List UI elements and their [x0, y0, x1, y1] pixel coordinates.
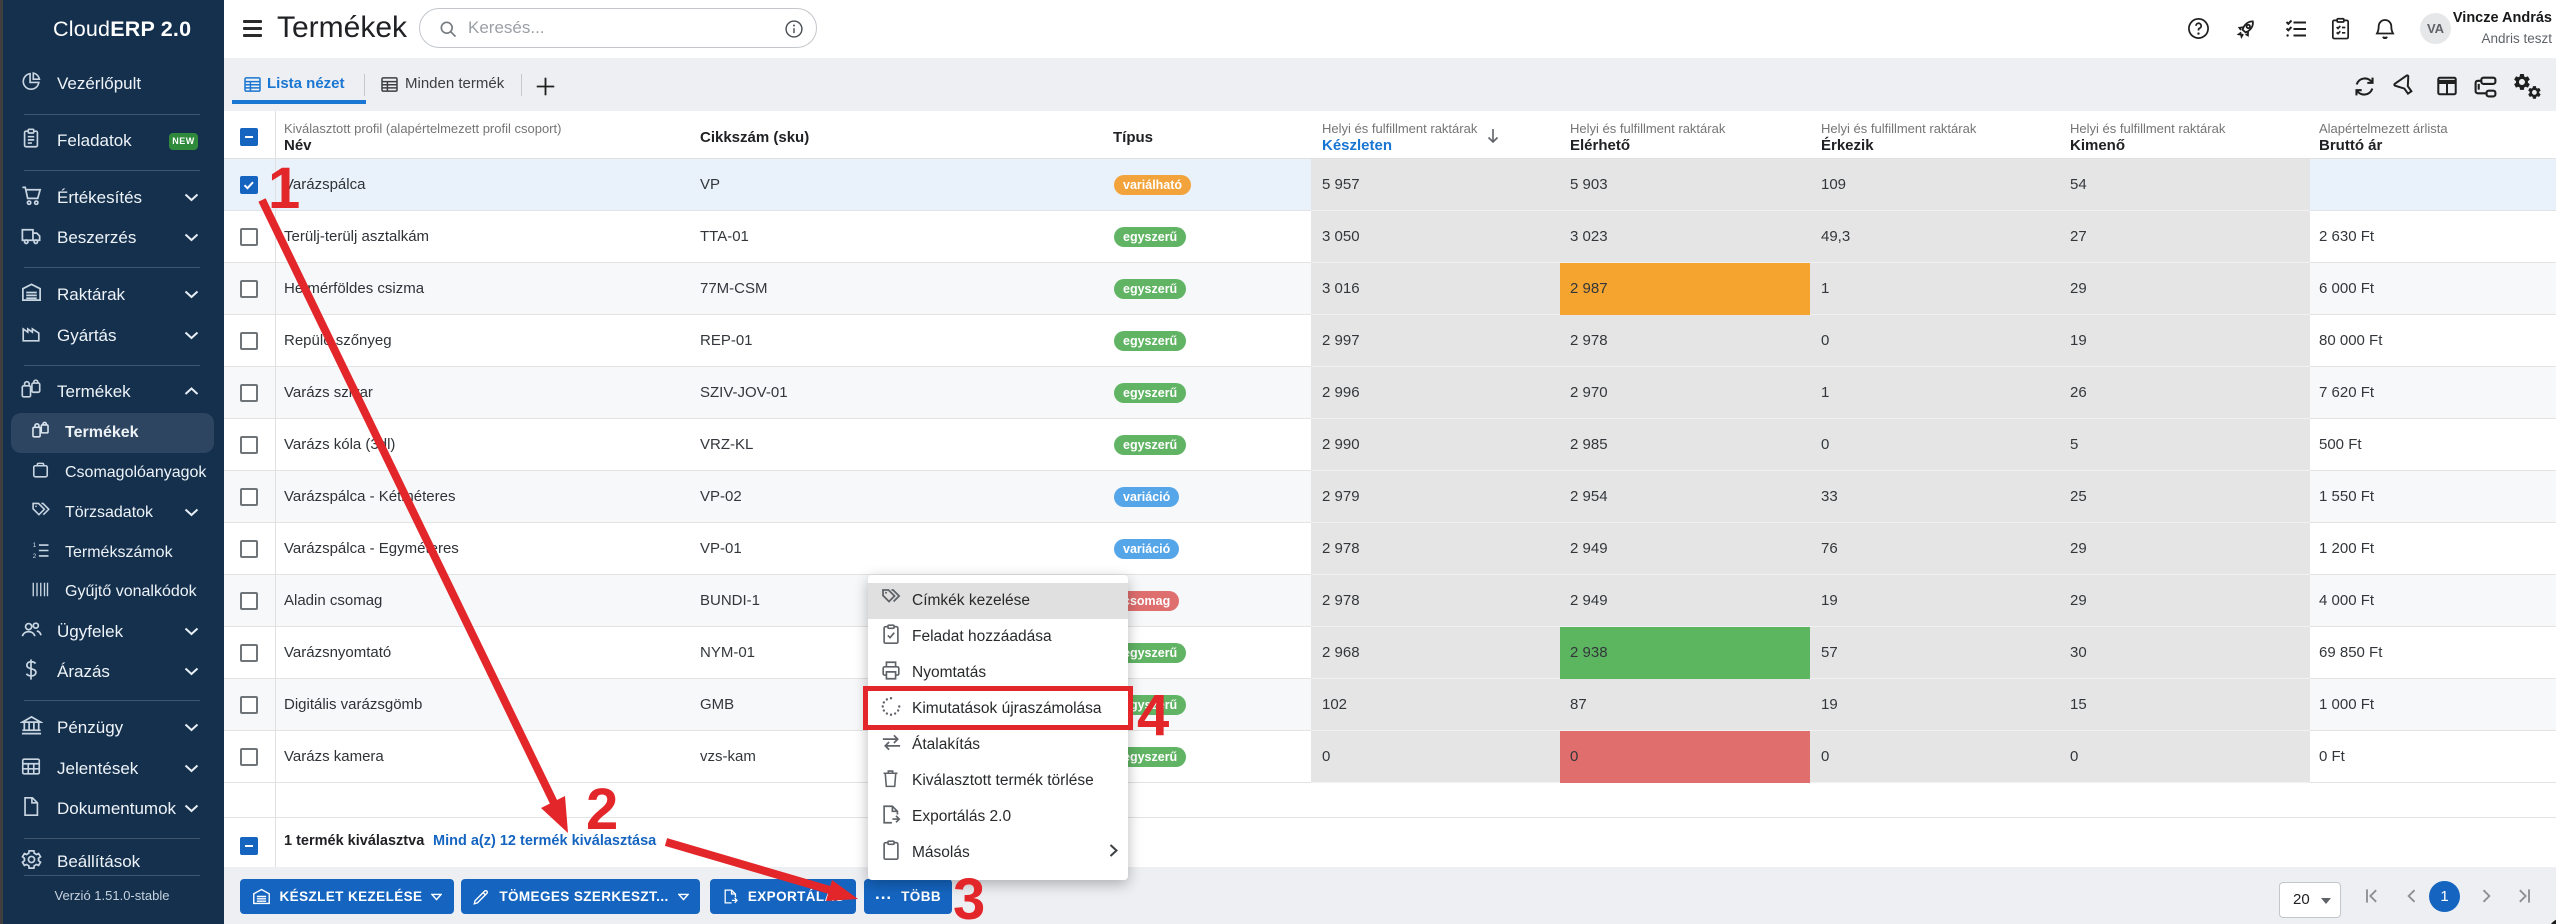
svg-text:1: 1 [33, 542, 37, 549]
svg-text:2: 2 [33, 553, 37, 560]
